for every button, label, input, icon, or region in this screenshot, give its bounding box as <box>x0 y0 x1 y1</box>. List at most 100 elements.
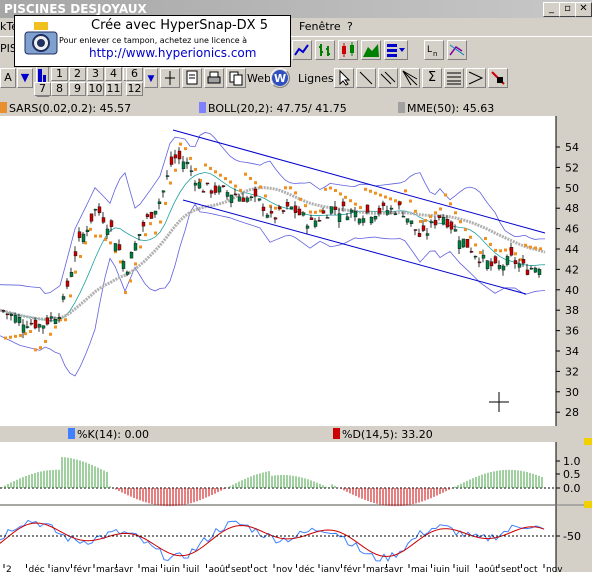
price-tick-label: 50 <box>565 182 579 195</box>
eraser-button[interactable] <box>488 68 508 88</box>
period-dropdown[interactable]: ▼ <box>144 68 158 88</box>
candle-body <box>513 260 518 265</box>
dropdown-arrow-icon: ▼ <box>147 74 155 84</box>
sars-dot <box>299 197 302 201</box>
copy-button[interactable] <box>226 68 246 88</box>
diagonal-line-icon <box>359 71 373 85</box>
pointer-tool-button[interactable] <box>334 68 354 88</box>
sars-dot <box>344 195 347 199</box>
candle-body <box>437 215 442 218</box>
period-button-9[interactable]: 9 <box>69 82 86 96</box>
sigma-icon: Σ <box>427 70 437 85</box>
candle-body <box>385 210 390 215</box>
watermark-url[interactable]: http://www.hyperionics.com <box>89 46 257 60</box>
period-button-8[interactable]: 8 <box>51 82 68 96</box>
period-button-7[interactable]: 7 <box>34 82 51 96</box>
candle-body <box>85 229 90 232</box>
line-tool-button[interactable] <box>356 68 376 88</box>
sars-dot <box>314 210 317 214</box>
restore-button[interactable]: ▫ <box>559 2 576 17</box>
bar-chart-button[interactable] <box>315 40 335 60</box>
menu-item-kte[interactable]: kTe <box>0 20 18 33</box>
parallel-lines-button[interactable] <box>378 68 398 88</box>
menu-item-fenetre[interactable]: Fenêtre <box>299 20 341 33</box>
legend-sars-text: SARS(0.02,0.2): 45.57 <box>9 102 132 115</box>
price-chart[interactable]: 54 52 50 48 46 44 42 40 38 36 34 32 30 28 <box>0 116 592 426</box>
candle-body <box>221 185 226 187</box>
oscillator-panels[interactable]: 1.0 0.5 0.0 -50 2 déc janv févr mars avr mai ju… <box>0 442 592 572</box>
close-button[interactable]: ✕ <box>575 2 592 17</box>
period-button-12[interactable]: 12 <box>126 82 143 96</box>
channel-lower-line[interactable] <box>182 199 527 295</box>
document-button[interactable] <box>182 68 202 88</box>
code-label[interactable]: PIS <box>0 42 17 55</box>
candle-body <box>53 319 58 324</box>
watermark-line-2: Pour enlever ce tampon, achetez une lice… <box>59 36 248 45</box>
period-button-4[interactable]: 4 <box>105 67 122 81</box>
title-bar: PISCINES DESJOYAUX _ ▫ ✕ <box>0 0 592 18</box>
sars-dot <box>404 189 407 193</box>
web-label[interactable]: Web <box>247 72 271 85</box>
print-button[interactable] <box>204 68 224 88</box>
candle-body <box>261 206 266 211</box>
sars-dot <box>199 178 202 182</box>
sars-dot <box>334 189 337 193</box>
sars-dot <box>284 186 287 190</box>
menu-item-help[interactable]: ? <box>347 20 353 33</box>
sars-dot <box>459 220 462 224</box>
period-button-6[interactable]: 6 <box>126 67 143 81</box>
period-button-1[interactable]: 1 <box>51 67 68 81</box>
sars-dot <box>24 332 27 336</box>
sars-dot <box>104 237 107 241</box>
angle-icon <box>468 71 484 85</box>
sars-dot <box>204 163 207 167</box>
angle-tool-button[interactable] <box>466 68 486 88</box>
sum-tool-button[interactable]: Σ <box>422 68 442 88</box>
sars-dot <box>119 260 122 264</box>
select-tool-button[interactable] <box>160 68 180 88</box>
period-button-2[interactable]: 2 <box>69 67 86 81</box>
candle-body <box>305 225 310 229</box>
retracement-button[interactable] <box>444 68 464 88</box>
mode-button[interactable]: A <box>0 68 16 88</box>
boll-middle-band <box>0 172 546 322</box>
candle-body <box>377 207 382 214</box>
channel-upper-line[interactable] <box>172 129 546 234</box>
period-button-3[interactable]: 3 <box>87 67 104 81</box>
candle-body <box>509 247 514 256</box>
date-tick-label: nov <box>276 565 293 572</box>
date-tick-label: 2 <box>6 565 12 572</box>
candle-body <box>373 216 378 220</box>
sars-dot <box>289 186 292 190</box>
chart-style-dropdown[interactable] <box>384 40 408 60</box>
period-button-10[interactable]: 10 <box>87 82 104 96</box>
price-tick-label: 36 <box>565 325 579 338</box>
sars-dot <box>364 187 367 191</box>
period-button-11[interactable]: 11 <box>105 82 122 96</box>
sars-dot <box>269 204 272 208</box>
mode-dropdown[interactable]: ▼ <box>17 68 33 88</box>
candle-body <box>117 244 122 251</box>
candle-body <box>37 324 42 328</box>
line-chart-button[interactable] <box>292 40 312 60</box>
candle-body <box>397 201 402 206</box>
trend-tool-button[interactable] <box>447 40 467 60</box>
minimize-button[interactable]: _ <box>543 2 560 17</box>
candle-body <box>433 219 438 226</box>
candle-chart-button[interactable] <box>338 40 358 60</box>
area-chart-button[interactable] <box>361 40 381 60</box>
sars-dot <box>454 211 457 215</box>
sars-dot <box>264 194 267 198</box>
web-button[interactable]: W <box>270 68 290 88</box>
candle-body <box>281 210 286 212</box>
mountain-chart-icon <box>363 44 379 57</box>
sars-dot <box>214 170 217 174</box>
legend-d-text: %D(14,5): 33.20 <box>342 428 433 441</box>
fan-tool-button[interactable] <box>400 68 420 88</box>
candle-body <box>369 216 374 224</box>
candle-body <box>413 229 418 231</box>
sars-dot <box>89 227 92 231</box>
sars-dot <box>349 199 352 203</box>
